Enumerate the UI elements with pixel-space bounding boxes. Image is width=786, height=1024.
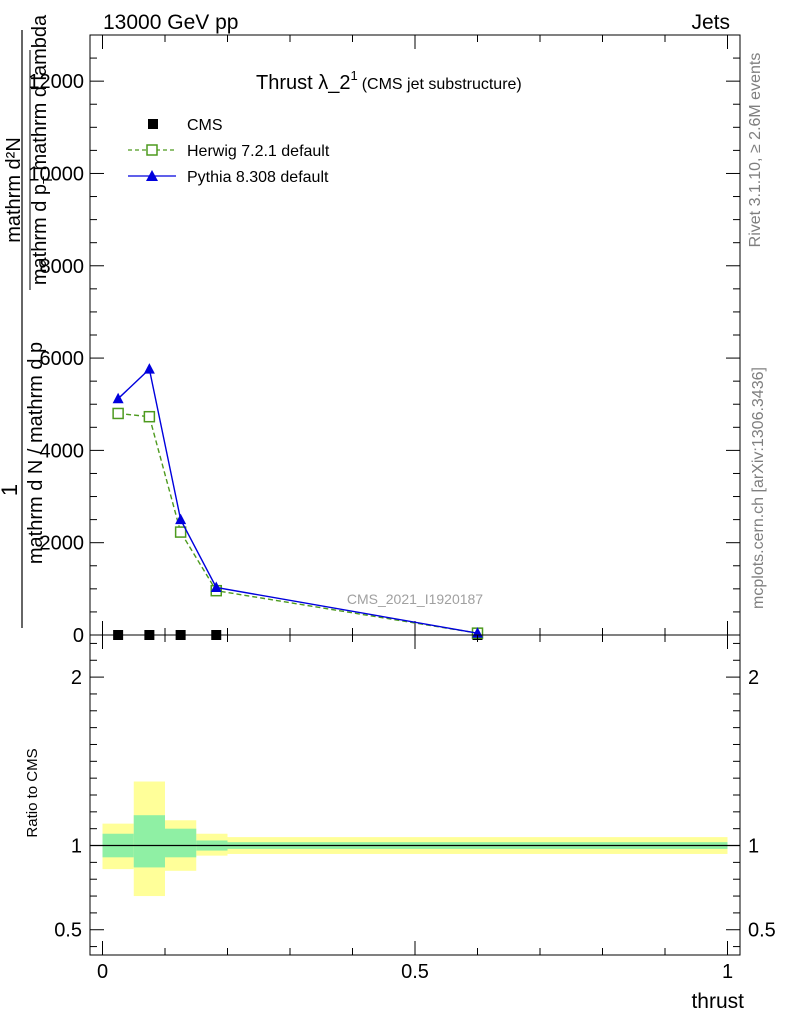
- analysis-watermark: CMS_2021_I1920187: [347, 591, 483, 607]
- ratio-plot-panel: 0.5 0.51 12 2 0 0.5 1 Ratio to CMS: [24, 634, 776, 983]
- x-tick-label: 1: [722, 961, 733, 983]
- ratio-y-axis-label: Ratio to CMS: [24, 748, 41, 837]
- main-y-tick-label: 12000: [28, 71, 84, 93]
- y-label-one: 1: [0, 484, 22, 496]
- plot-title-main: Thrust λ_2: [256, 72, 350, 94]
- ratio-y-tick-label-right: 0.5: [748, 920, 776, 942]
- y-label-over-main: mathrm d p: [29, 184, 51, 285]
- y-label-over-sub: T: [40, 176, 55, 184]
- mcplots-reference-label: mcplots.cern.ch [arXiv:1306.3436]: [750, 367, 767, 609]
- x-tick-label: 0.5: [401, 961, 429, 983]
- plot-title: Thrust λ_21 (CMS jet substructure): [256, 68, 522, 94]
- y-label-denominator: mathrm d N / mathrm d p: [25, 342, 47, 564]
- header-energy: 13000 GeV pp: [103, 11, 238, 34]
- main-y-tick-label: 8000: [40, 256, 85, 278]
- y-label-numerator: mathrm d²N: [3, 137, 25, 243]
- ratio-band-green: [133, 815, 165, 868]
- header-category: Jets: [691, 11, 730, 34]
- x-tick-label: 0: [97, 961, 108, 983]
- ratio-y-tick-label-left: 1: [71, 836, 82, 858]
- legend-pythia-label: Pythia 8.308 default: [187, 169, 329, 186]
- y-label-over-tail: mathrm d lambda: [29, 14, 51, 176]
- y-label-over: mathrm d pT mathrm d lambda: [29, 14, 55, 285]
- ratio-y-tick-label-left: 0.5: [54, 920, 82, 942]
- ratio-y-tick-label-right: 2: [748, 667, 759, 689]
- main-y-tick-label: 0: [73, 625, 84, 647]
- ratio-frame: [89, 634, 741, 956]
- x-axis-label: thrust: [691, 990, 744, 1013]
- main-y-ticks: 0 2000 4000 6000 8000 10000 12000: [28, 34, 740, 647]
- legend-pythia-marker: [146, 170, 158, 181]
- ratio-y-tick-label-right: 1: [748, 836, 759, 858]
- pythia-data-point: [210, 581, 222, 592]
- ratio-x-ticks: 0 0.5 1: [97, 635, 733, 983]
- pythia-data-point: [143, 363, 155, 374]
- pythia-data-point: [175, 513, 187, 525]
- ratio-y-ticks: 0.5 0.5 1 1 2 2: [54, 642, 776, 948]
- herwig-data-point: [112, 407, 124, 420]
- main-y-tick-label: 6000: [40, 348, 85, 370]
- main-plot-panel: 0 2000 4000 6000 8000 10000 12000 Thrust λ_21 (…: [28, 34, 741, 647]
- series-line-1: [118, 412, 478, 634]
- main-y-axis-label: 1 mathrm d N / mathrm d p mathrm d²N mat…: [0, 14, 55, 628]
- plot-title-sup: 1: [350, 68, 357, 83]
- legend-cms-marker: [148, 119, 158, 129]
- main-y-tick-label: 2000: [40, 533, 85, 555]
- main-y-tick-label: 10000: [28, 163, 84, 185]
- herwig-data-point: [143, 410, 156, 423]
- ratio-bands-layer: [102, 781, 728, 897]
- herwig-data-point: [174, 526, 187, 538]
- plot-title-sub: (CMS jet substructure): [362, 76, 522, 93]
- main-y-tick-label: 4000: [40, 440, 85, 462]
- legend-cms-label: CMS: [187, 117, 223, 134]
- ratio-y-tick-label-left: 2: [71, 667, 82, 689]
- legend-herwig-marker: [146, 144, 158, 156]
- legend: CMS Herwig 7.2.1 default Pythia 8.308 de…: [128, 117, 330, 186]
- pythia-data-point: [112, 392, 124, 404]
- ratio-band-green: [165, 828, 197, 858]
- legend-herwig-label: Herwig 7.2.1 default: [187, 143, 330, 160]
- rivet-version-label: Rivet 3.1.10, ≥ 2.6M events: [747, 53, 764, 248]
